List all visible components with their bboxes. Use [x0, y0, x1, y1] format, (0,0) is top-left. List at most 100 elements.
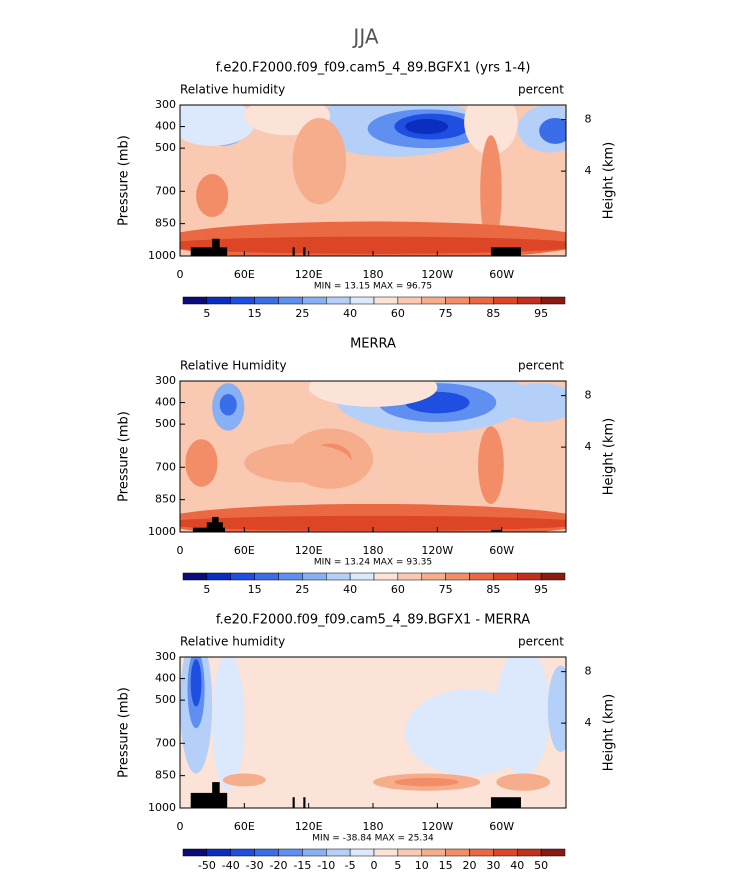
- x-tick-label: 120W: [421, 544, 453, 557]
- y2-tick-label: 4: [585, 440, 592, 453]
- colorbar-box: [206, 296, 231, 305]
- colorbar-box: [517, 848, 542, 857]
- contour-region: [405, 119, 449, 135]
- contour-region: [496, 773, 550, 791]
- colorbar-box: [373, 572, 399, 581]
- y-tick-label: 700: [155, 184, 176, 197]
- colorbar-box: [421, 848, 446, 857]
- contour-region: [292, 117, 347, 205]
- panel-title: MERRA: [350, 337, 396, 352]
- colorbar-box: [445, 572, 470, 581]
- topography: [292, 247, 295, 256]
- colorbar-label: -30: [246, 859, 264, 872]
- left-label: Relative humidity: [180, 635, 285, 649]
- contour-region: [180, 236, 566, 254]
- stats: MIN = 13.24 MAX = 93.35: [314, 558, 432, 568]
- colorbar-box: [517, 296, 542, 305]
- y-axis-title: Pressure (mb): [117, 135, 132, 226]
- y2-tick-label: 4: [585, 716, 592, 729]
- colorbar-label: 15: [248, 583, 262, 596]
- contour-region: [547, 665, 566, 752]
- colorbar-label: 50: [534, 859, 548, 872]
- contour-region: [196, 174, 229, 218]
- colorbar-label: -20: [270, 859, 288, 872]
- x-tick-label: 60E: [234, 268, 255, 281]
- x-tick-label: 60E: [234, 820, 255, 833]
- y-tick-label: 300: [155, 374, 176, 387]
- right-label: percent: [518, 83, 564, 97]
- x-tick-label: 180: [363, 268, 384, 281]
- colorbar-label: 40: [343, 583, 357, 596]
- y-tick-label: 500: [155, 417, 176, 430]
- contour-plot: [180, 105, 566, 256]
- colorbar-label: -10: [317, 859, 335, 872]
- colorbar-box: [493, 296, 518, 305]
- y2-tick-label: 4: [585, 164, 592, 177]
- x-tick-label: 60W: [489, 268, 514, 281]
- topography: [303, 247, 306, 256]
- contour-region: [219, 393, 237, 416]
- colorbar-box: [230, 848, 255, 857]
- left-label: Relative humidity: [180, 83, 285, 97]
- colorbar-box: [254, 572, 279, 581]
- y-tick-label: 1000: [148, 249, 176, 262]
- colorbar-label: 40: [343, 307, 357, 320]
- colorbar-box: [254, 296, 279, 305]
- colorbar-box: [397, 848, 422, 857]
- y2-axis-title: Height (km): [602, 142, 617, 219]
- colorbar-label: 85: [486, 583, 500, 596]
- colorbar-label: 25: [295, 583, 309, 596]
- colorbar-box: [230, 296, 255, 305]
- x-tick-label: 0: [177, 268, 184, 281]
- colorbar-label: 10: [415, 859, 429, 872]
- colorbar-box: [540, 296, 566, 305]
- colorbar-box: [278, 296, 303, 305]
- contour-region: [180, 105, 256, 146]
- colorbar-box: [230, 572, 255, 581]
- x-tick-label: 120E: [295, 820, 323, 833]
- colorbar-box: [517, 572, 542, 581]
- y-axis-title: Pressure (mb): [117, 687, 132, 778]
- contour-fill: [180, 657, 566, 808]
- y-tick-label: 500: [155, 141, 176, 154]
- x-tick-label: 120E: [295, 268, 323, 281]
- contour-fill: [180, 105, 566, 256]
- colorbar-label: 5: [203, 307, 210, 320]
- colorbar-box: [493, 572, 518, 581]
- colorbar-box: [326, 296, 351, 305]
- colorbar-box: [182, 296, 208, 305]
- x-tick-label: 180: [363, 820, 384, 833]
- contour-region: [212, 657, 245, 791]
- colorbar-box: [182, 848, 208, 857]
- x-tick-label: 120W: [421, 820, 453, 833]
- y-tick-label: 700: [155, 736, 176, 749]
- contour-plot: [180, 657, 566, 808]
- y-tick-label: 400: [155, 120, 176, 133]
- topography: [490, 247, 521, 256]
- y-tick-label: 300: [155, 98, 176, 111]
- contour-region: [180, 515, 566, 531]
- panel-title: f.e20.F2000.f09_f09.cam5_4_89.BGFX1 (yrs…: [216, 61, 531, 76]
- colorbar-box: [373, 848, 399, 857]
- contour-region: [308, 381, 438, 407]
- colorbar-box: [540, 848, 566, 857]
- colorbar-box: [540, 572, 566, 581]
- y-tick-label: 1000: [148, 525, 176, 538]
- colorbar-box: [421, 572, 446, 581]
- colorbar-label: 75: [439, 307, 453, 320]
- y-tick-label: 500: [155, 693, 176, 706]
- y2-tick-label: 8: [585, 389, 592, 402]
- colorbar-label: 5: [203, 583, 210, 596]
- colorbar-box: [397, 296, 422, 305]
- colorbar-box: [302, 572, 327, 581]
- colorbar-label: -5: [345, 859, 356, 872]
- colorbar-box: [469, 296, 494, 305]
- contour-region: [244, 443, 352, 483]
- x-tick-label: 60W: [489, 544, 514, 557]
- colorbar-box: [469, 572, 494, 581]
- contour-region: [222, 773, 266, 787]
- x-tick-label: 180: [363, 544, 384, 557]
- colorbar-label: 20: [463, 859, 477, 872]
- colorbar-box: [326, 572, 351, 581]
- colorbar-box: [349, 572, 375, 581]
